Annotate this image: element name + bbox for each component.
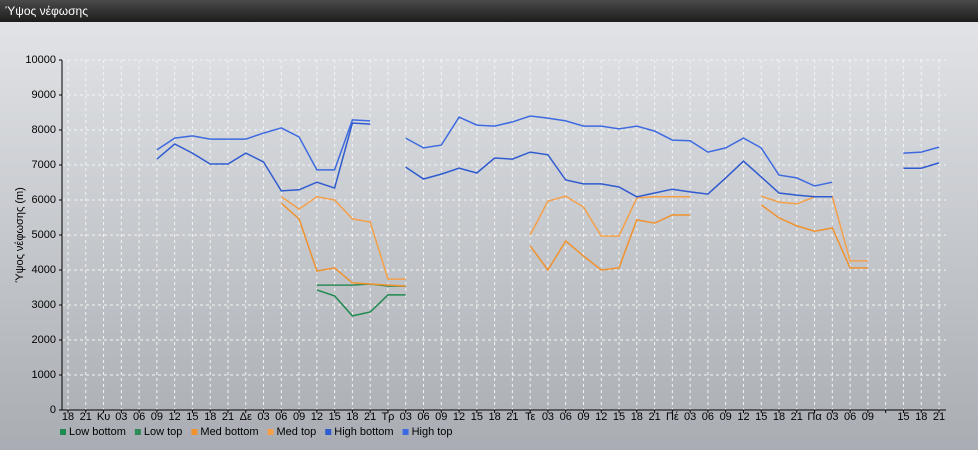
x-tick-label: 18 <box>631 411 643 423</box>
y-tick-label: 9000 <box>32 89 56 101</box>
x-tick-label: 21 <box>791 411 803 423</box>
x-tick-label: 06 <box>844 411 856 423</box>
x-tick-label: Τε <box>525 411 536 423</box>
y-tick-label: 4000 <box>32 264 56 276</box>
legend-label: Med bottom <box>200 426 258 438</box>
x-tick-label: 12 <box>453 411 465 423</box>
y-tick-label: 7000 <box>32 159 56 171</box>
series-line <box>316 283 406 287</box>
x-tick-label: 03 <box>826 411 838 423</box>
x-tick-label: 21 <box>933 411 945 423</box>
title-bar <box>0 0 978 22</box>
x-tick-label: 03 <box>257 411 269 423</box>
x-tick-label: 06 <box>275 411 287 423</box>
x-tick-label: 03 <box>115 411 127 423</box>
x-tick-label: Δε <box>240 411 252 423</box>
x-tick-label: 03 <box>400 411 412 423</box>
legend-label: Low top <box>144 426 183 438</box>
x-tick-label: 12 <box>169 411 181 423</box>
x-tick-label: 15 <box>471 411 483 423</box>
x-tick-label: 09 <box>720 411 732 423</box>
legend-swatch <box>402 429 409 435</box>
y-tick-label: 1000 <box>32 369 56 381</box>
y-tick-label: 2000 <box>32 334 56 346</box>
window-title: Ύψος νέφωσης <box>5 4 88 18</box>
x-tick-label: 18 <box>488 411 500 423</box>
y-tick-label: 5000 <box>32 229 56 241</box>
x-tick-label: 21 <box>506 411 518 423</box>
y-tick-label: 6000 <box>32 194 56 206</box>
x-tick-label: 06 <box>560 411 572 423</box>
x-tick-label: 03 <box>542 411 554 423</box>
x-tick-label: 18 <box>62 411 74 423</box>
legend-label: Low bottom <box>69 426 126 438</box>
x-tick-label: 21 <box>80 411 92 423</box>
legend-swatch <box>134 429 141 435</box>
x-tick-label: 12 <box>595 411 607 423</box>
x-tick-label: 06 <box>133 411 145 423</box>
legend-swatch <box>191 429 198 435</box>
x-tick-label: 15 <box>755 411 767 423</box>
x-tick-label: 15 <box>613 411 625 423</box>
y-tick-label: 10000 <box>25 54 56 66</box>
x-tick-label: 06 <box>417 411 429 423</box>
x-tick-label: 12 <box>311 411 323 423</box>
legend-swatch <box>267 429 274 435</box>
x-tick-label: 06 <box>702 411 714 423</box>
x-tick-label: 09 <box>151 411 163 423</box>
x-tick-label: 21 <box>648 411 660 423</box>
series-line <box>280 202 868 287</box>
legend-swatch <box>325 429 332 435</box>
x-tick-label: 18 <box>346 411 358 423</box>
series-line <box>316 289 406 317</box>
x-tick-label: 15 <box>897 411 909 423</box>
y-tick-label: 3000 <box>32 299 56 311</box>
legend-label: High top <box>412 426 453 438</box>
series-line <box>156 122 940 198</box>
y-tick-label: 0 <box>50 404 56 416</box>
x-tick-label: 18 <box>773 411 785 423</box>
y-tick-label: 8000 <box>32 124 56 136</box>
x-tick-label: Κυ <box>97 411 110 423</box>
x-tick-label: 15 <box>329 411 341 423</box>
legend-label: Med top <box>277 426 317 438</box>
x-tick-label: Πα <box>807 411 822 423</box>
x-tick-label: 12 <box>737 411 749 423</box>
x-tick-label: 21 <box>364 411 376 423</box>
x-tick-label: 15 <box>186 411 198 423</box>
x-tick-label: 09 <box>577 411 589 423</box>
x-tick-label: Πέ <box>666 411 679 423</box>
y-axis-label: Ύψος νέφωσης (m) <box>14 187 26 283</box>
x-tick-label: 09 <box>435 411 447 423</box>
x-tick-label: 21 <box>222 411 234 423</box>
x-tick-label: 03 <box>684 411 696 423</box>
x-tick-label: 09 <box>862 411 874 423</box>
x-tick-label: 18 <box>915 411 927 423</box>
x-tick-label: 18 <box>204 411 216 423</box>
legend-swatch <box>60 429 66 435</box>
x-tick-label: Τρ <box>381 411 394 423</box>
legend-label: High bottom <box>334 426 393 438</box>
x-tick-label: 09 <box>293 411 305 423</box>
series-line <box>156 115 940 187</box>
